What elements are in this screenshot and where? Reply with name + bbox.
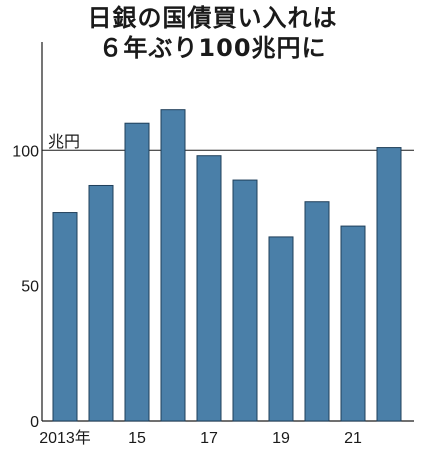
bar-2021 bbox=[340, 225, 366, 422]
chart-title-line-1: 日銀の国債買い入れは bbox=[87, 4, 338, 32]
bar-2019 bbox=[268, 236, 294, 422]
chart-title-line-2: ６年ぶり100兆円に bbox=[98, 34, 327, 62]
unit-label: 兆円 bbox=[48, 132, 80, 151]
x-tick-label: 17 bbox=[200, 430, 218, 447]
bar-2017 bbox=[196, 155, 222, 422]
bar-2015 bbox=[124, 122, 150, 422]
bar-2014 bbox=[88, 184, 114, 422]
y-tick-label: 100 bbox=[12, 143, 39, 160]
x-tick-label: 2013年 bbox=[39, 429, 91, 447]
tick-labels: 0 50 100 2013年 15 17 19 21 bbox=[12, 143, 362, 447]
x-tick-label: 19 bbox=[272, 430, 290, 447]
bar-2020 bbox=[304, 201, 330, 422]
bar-2022 bbox=[376, 147, 402, 422]
bars bbox=[52, 109, 402, 422]
x-tick-label: 15 bbox=[128, 430, 146, 447]
bar-2013 bbox=[52, 212, 78, 422]
x-tick-label: 21 bbox=[344, 430, 362, 447]
bar-2016 bbox=[160, 109, 186, 422]
y-tick-label: 0 bbox=[30, 414, 39, 431]
y-tick-label: 50 bbox=[21, 279, 39, 296]
bar-2018 bbox=[232, 179, 258, 422]
